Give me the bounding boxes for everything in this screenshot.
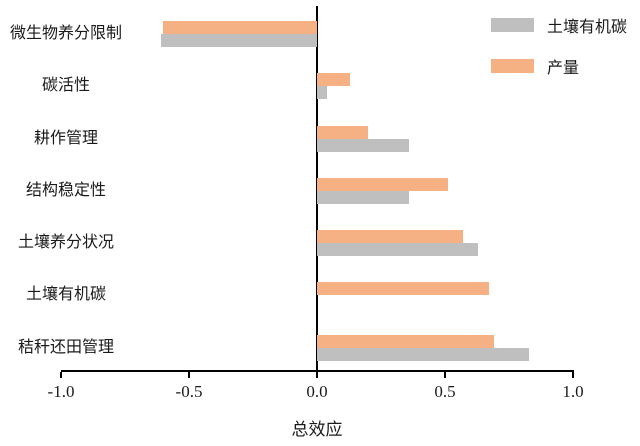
- bar-土壤有机碳-结构稳定性: [317, 190, 410, 204]
- x-tick-label: 0.5: [434, 382, 456, 401]
- legend-label: 土壤有机碳: [547, 19, 628, 36]
- bar-产量-碳活性: [317, 73, 351, 87]
- category-label: 微生物养分限制: [9, 25, 122, 42]
- legend-swatch: [491, 18, 534, 32]
- category-label: 秸秆还田管理: [17, 338, 114, 356]
- bar-产量-土壤有机碳: [317, 282, 489, 296]
- category-label: 碳活性: [41, 77, 90, 95]
- x-tick-label: 1.0: [562, 382, 584, 401]
- category-label: 耕作管理: [33, 129, 98, 147]
- bar-土壤有机碳-微生物养分限制: [160, 34, 317, 47]
- x-tick: [188, 372, 190, 378]
- bar-土壤有机碳-秸秆还田管理: [317, 347, 530, 361]
- legend: 土壤有机碳 产量: [491, 13, 627, 95]
- bar-土壤有机碳-碳活性: [317, 86, 328, 100]
- x-tick-label: -1.0: [47, 382, 75, 401]
- category-label: 土壤有机碳: [25, 286, 106, 304]
- bar-产量-土壤养分状况: [317, 230, 463, 243]
- bar-产量-结构稳定性: [317, 177, 448, 191]
- category-label: 土壤养分状况: [17, 234, 114, 251]
- x-axis-line: [61, 370, 574, 372]
- bar-产量-微生物养分限制: [163, 21, 317, 34]
- legend-item: 产量: [491, 54, 627, 78]
- x-axis-title: 总效应: [291, 420, 343, 439]
- x-tick: [316, 372, 318, 378]
- legend-label: 产量: [547, 60, 580, 77]
- x-tick: [60, 372, 62, 378]
- category-label: 结构稳定性: [25, 181, 106, 199]
- bar-土壤有机碳-耕作管理: [317, 138, 410, 152]
- bar-土壤有机碳-土壤养分状况: [317, 243, 479, 256]
- x-tick: [572, 372, 574, 378]
- bar-产量-秸秆还田管理: [317, 334, 494, 348]
- x-tick-label: -0.5: [175, 382, 203, 401]
- bar-产量-耕作管理: [317, 125, 369, 139]
- legend-item: 土壤有机碳: [491, 13, 627, 37]
- plot-area: [61, 6, 573, 371]
- x-tick-label: 0.0: [306, 382, 328, 401]
- x-tick: [444, 372, 446, 378]
- legend-swatch: [491, 59, 534, 73]
